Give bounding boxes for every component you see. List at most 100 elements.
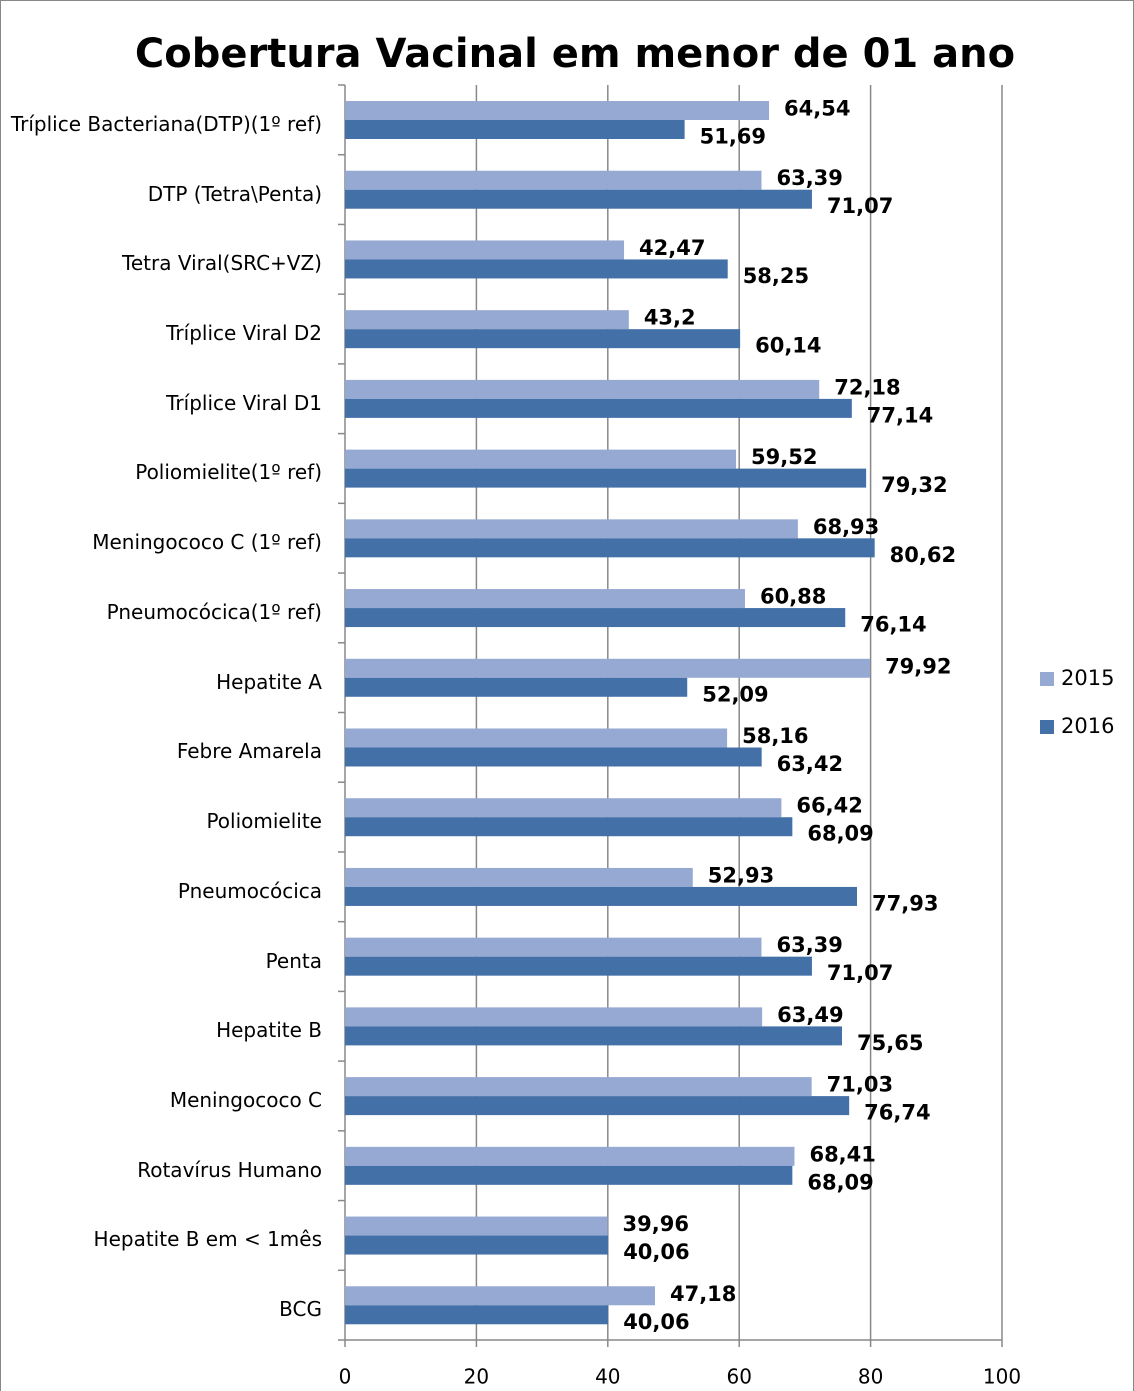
legend-label: 2015 [1061, 666, 1114, 690]
value-label: 76,74 [864, 1101, 930, 1125]
bar [345, 329, 741, 349]
value-label: 71,03 [827, 1073, 893, 1097]
value-label: 66,42 [796, 794, 862, 818]
bar [345, 956, 812, 976]
chart-title: Cobertura Vacinal em menor de 01 ano [135, 31, 1015, 77]
value-label: 63,49 [777, 1003, 843, 1027]
bar [345, 589, 745, 609]
value-label: 68,09 [807, 1170, 873, 1194]
value-label: 52,93 [708, 863, 774, 887]
bar [345, 101, 770, 120]
value-label: 63,39 [776, 166, 842, 190]
value-label: 71,07 [827, 961, 893, 985]
y-tick-label: Poliomielite(1º ref) [135, 460, 322, 485]
value-label: 68,93 [813, 515, 879, 539]
value-label: 72,18 [834, 375, 900, 399]
legend-swatch [1040, 720, 1054, 734]
value-label: 43,2 [644, 306, 696, 330]
bar [345, 240, 625, 260]
x-tick-label: 60 [726, 1365, 751, 1389]
bar [345, 449, 737, 469]
value-label: 63,42 [777, 752, 843, 776]
bar [345, 1286, 655, 1306]
y-tick-label: Febre Amarela [176, 739, 322, 764]
bar [345, 468, 867, 488]
value-label: 40,06 [623, 1240, 689, 1264]
bar [345, 1077, 812, 1097]
y-tick-label: BCG [279, 1297, 322, 1322]
value-label: 77,93 [872, 891, 938, 915]
bar [345, 1096, 850, 1116]
value-label: 79,92 [885, 654, 951, 678]
value-label: 39,96 [623, 1212, 689, 1236]
value-label: 71,07 [827, 194, 893, 218]
value-label: 68,09 [807, 822, 873, 846]
y-tick-label: Pneumocócica [177, 878, 322, 903]
bar [345, 1165, 793, 1185]
x-tick-label: 20 [464, 1365, 489, 1389]
value-label: 47,18 [670, 1282, 736, 1306]
bar [345, 1007, 763, 1027]
x-tick-label: 100 [983, 1365, 1021, 1389]
value-label: 79,32 [881, 473, 947, 497]
bar [345, 538, 875, 558]
value-label: 60,14 [755, 334, 821, 358]
bar [345, 1235, 609, 1255]
y-tick-label: Hepatite A [216, 669, 322, 694]
bar [345, 817, 793, 837]
value-label: 58,25 [743, 264, 809, 288]
y-tick-label: Meningococo C (1º ref) [92, 530, 322, 555]
y-tick-label: Pneumocócica(1º ref) [106, 599, 322, 624]
x-tick-label: 40 [595, 1365, 620, 1389]
value-label: 77,14 [867, 403, 933, 427]
value-label: 63,39 [776, 933, 842, 957]
bar [345, 170, 762, 190]
x-tick-label: 80 [858, 1365, 883, 1389]
bar [345, 398, 852, 418]
y-tick-label: Hepatite B [216, 1018, 322, 1043]
y-tick-label: Tríplice Viral D2 [166, 321, 322, 346]
value-label: 42,47 [639, 236, 705, 260]
bar [345, 1216, 608, 1236]
bar [345, 1305, 609, 1325]
bar [345, 747, 762, 767]
value-label: 68,41 [809, 1142, 875, 1166]
bar [345, 310, 629, 330]
bar [345, 608, 846, 628]
y-tick-label: Tríplice Bacteriana(DTP)(1º ref) [10, 111, 322, 136]
value-label: 51,69 [700, 125, 766, 149]
bar [345, 658, 871, 678]
y-tick-label: Penta [265, 948, 322, 973]
bar [345, 728, 728, 748]
y-tick-label: Meningococo C [169, 1087, 322, 1112]
value-label: 40,06 [623, 1310, 689, 1334]
value-label: 52,09 [702, 682, 768, 706]
bar [345, 798, 782, 818]
y-tick-label: Tetra Viral(SRC+VZ) [122, 251, 322, 276]
bar [345, 120, 685, 139]
bar [345, 189, 812, 209]
bar [345, 519, 798, 539]
value-label: 58,16 [742, 724, 808, 748]
bar [345, 886, 858, 906]
value-label: 76,14 [860, 613, 926, 637]
value-label: 64,54 [784, 97, 850, 121]
value-label: 60,88 [760, 585, 826, 609]
y-tick-label: Rotavírus Humano [137, 1157, 322, 1182]
bar [345, 259, 728, 279]
bar [345, 867, 693, 887]
y-tick-label: Poliomielite [206, 809, 322, 834]
legend-label: 2016 [1061, 714, 1114, 738]
bar [345, 677, 688, 697]
y-tick-label: DTP (Tetra\Penta) [147, 181, 322, 206]
bar [345, 1026, 843, 1046]
bar [345, 1146, 795, 1166]
value-label: 59,52 [751, 445, 817, 469]
bar [345, 379, 820, 399]
y-tick-label: Tríplice Viral D1 [166, 390, 322, 415]
x-tick-label: 0 [339, 1365, 352, 1389]
bar [345, 937, 762, 957]
value-label: 80,62 [890, 543, 956, 567]
